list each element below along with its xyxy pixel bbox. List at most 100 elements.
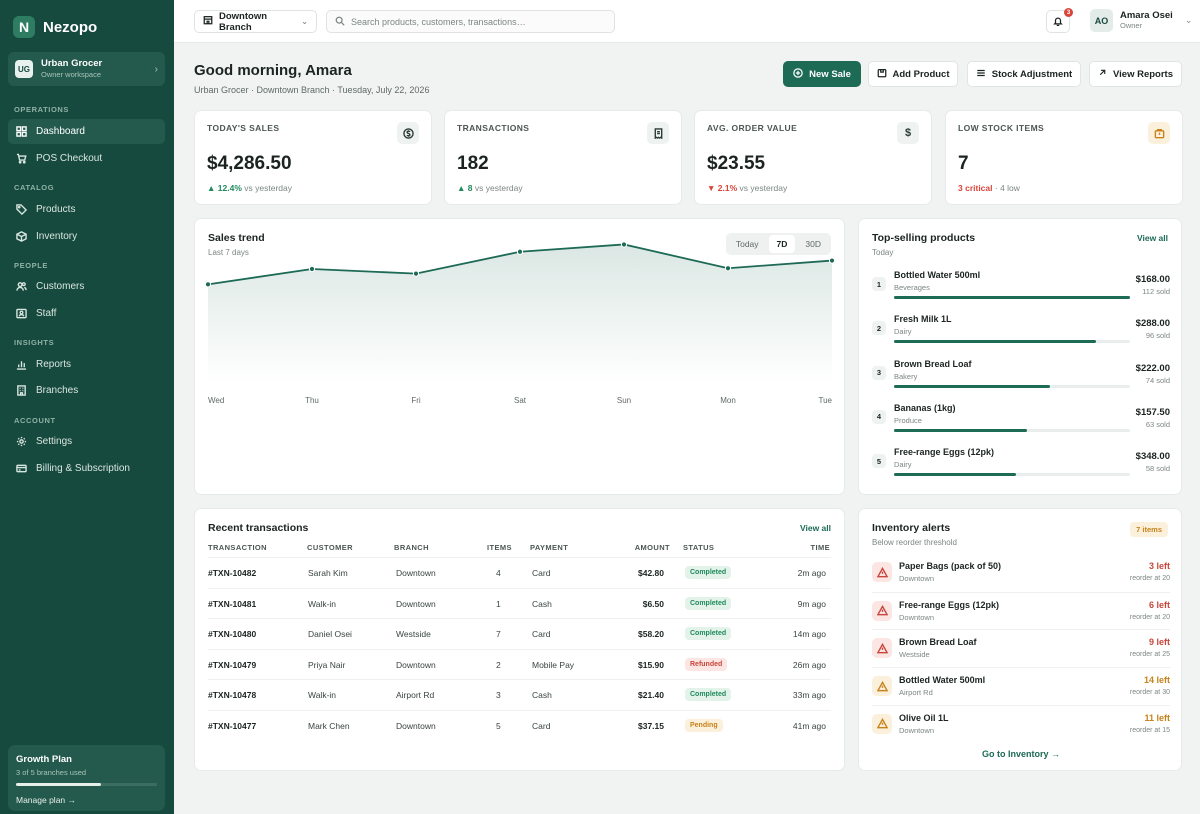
kpi-card-todays-sales: TODAY'S SALES $4,286.50 ▲ 12.4% vs yeste… (194, 110, 432, 205)
time-ago: 9m ago (797, 598, 826, 609)
workspace-switcher[interactable]: UG Urban Grocer Owner workspace › (8, 52, 165, 86)
column-header[interactable]: TRANSACTION (208, 543, 267, 552)
list-item[interactable]: Olive Oil 1L Downtown 11 left reorder at 15 (872, 704, 1170, 742)
x-tick-label: Fri (411, 396, 421, 405)
sidebar-item-billing[interactable]: Billing & Subscription (8, 456, 165, 481)
top-products-card: Top-selling products Today View all 1 Bot… (858, 218, 1182, 495)
column-header[interactable]: AMOUNT (634, 543, 670, 552)
cart-icon (16, 153, 27, 164)
list-item[interactable]: 5 Free-range Eggs (12pk) Dairy $348.00 58 so… (872, 447, 1170, 487)
branch-selector[interactable]: Downtown Branch ⌄ (194, 10, 317, 33)
notification-count-badge: 3 (1064, 8, 1073, 17)
branch-name: Downtown (396, 598, 436, 609)
brand-name: Nezopo (43, 18, 98, 36)
sidebar-item-products[interactable]: Products (8, 197, 165, 222)
data-point[interactable] (828, 257, 836, 264)
sidebar-item-dashboard[interactable]: Dashboard (8, 119, 165, 144)
inventory-alerts-title: Inventory alerts (872, 522, 951, 534)
arrow-up-right-icon (1098, 68, 1107, 80)
kpi-card-low-stock: LOW STOCK ITEMS 7 3 critical · 4 low (945, 110, 1183, 205)
list-item[interactable]: Bottled Water 500ml Airport Rd 14 left reor… (872, 667, 1170, 704)
sidebar-item-settings[interactable]: Settings (8, 429, 165, 454)
sidebar-item-pos-checkout[interactable]: POS Checkout (8, 146, 165, 171)
amount: $15.90 (638, 659, 664, 670)
data-point[interactable] (412, 270, 420, 277)
time-ago: 14m ago (792, 629, 826, 639)
list-item[interactable]: Free-range Eggs (12pk) Downtown 6 left reor… (872, 591, 1170, 629)
table-row[interactable]: #TXN-10482 Sarah Kim Downtown 4 Card $42.80 2m… (208, 557, 831, 587)
sales-trend-chart: Wed Thu Fri Sat Sun Mon Tue (204, 241, 836, 405)
workspace-avatar: UG (15, 60, 33, 78)
alert-location: Downtown (899, 612, 935, 622)
product-category: Produce (894, 415, 922, 425)
customer-name: Sarah Kim (308, 568, 348, 578)
search-box[interactable] (326, 10, 615, 33)
kpi-label: LOW STOCK ITEMS (958, 123, 1045, 133)
table-row[interactable]: #TXN-10478 Walk-in Airport Rd 3 Cash $21.40 33… (208, 679, 831, 709)
sidebar-item-staff[interactable]: Staff (8, 301, 165, 326)
page-subtitle: Urban Grocer · Downtown Branch · Tuesday… (194, 85, 430, 95)
transactions-view-all-link[interactable]: View all (799, 523, 831, 533)
list-item[interactable]: 1 Bottled Water 500ml Beverages $168.00 112 … (872, 270, 1170, 310)
alert-product-name: Free-range Eggs (12pk) (899, 599, 1000, 610)
column-header[interactable]: ITEMS (487, 543, 512, 552)
data-point[interactable] (516, 248, 524, 255)
column-header[interactable]: CUSTOMER (307, 543, 353, 552)
brand[interactable]: N Nezopo (13, 16, 97, 38)
plan-usage: 3 of 5 branches used (16, 768, 87, 777)
warning-triangle-icon (872, 713, 892, 734)
table-row[interactable]: #TXN-10481 Walk-in Downtown 1 Cash $6.50 9m ag… (208, 587, 831, 618)
product-units-sold: 63 sold (1145, 419, 1170, 429)
column-header[interactable]: BRANCH (394, 543, 429, 552)
range-7d[interactable]: 7D (768, 235, 796, 253)
data-point[interactable] (724, 265, 732, 272)
sidebar-item-inventory[interactable]: Inventory (8, 224, 165, 249)
view-reports-button[interactable]: View Reports (1089, 61, 1182, 87)
add-product-button[interactable]: Add Product (868, 61, 958, 87)
range-today[interactable]: Today (735, 239, 759, 249)
range-30d[interactable]: 30D (805, 239, 821, 249)
product-units-sold: 112 sold (1142, 287, 1170, 296)
product-name: Free-range Eggs (12pk) (894, 447, 995, 458)
column-header[interactable]: TIME (810, 543, 830, 552)
list-item[interactable]: 2 Fresh Milk 1L Dairy $288.00 96 sold (872, 314, 1170, 354)
search-input[interactable] (351, 16, 601, 27)
brand-logo: N (13, 16, 35, 38)
table-row[interactable]: #TXN-10479 Priya Nair Downtown 2 Mobile Pay $… (208, 648, 831, 679)
top-products-title: Top-selling products (872, 232, 976, 244)
dollar-circle-icon (397, 122, 419, 144)
list-item[interactable]: 3 Brown Bread Loaf Bakery $222.00 74 sold (872, 359, 1170, 399)
sales-share-fill (894, 473, 1017, 477)
alert-product-name: Olive Oil 1L (899, 712, 949, 723)
go-to-inventory-link[interactable]: Go to Inventory → (981, 749, 1060, 759)
data-point[interactable] (620, 241, 628, 248)
nav-section-account: ACCOUNT (14, 416, 56, 425)
sidebar-item-reports[interactable]: Reports (8, 352, 165, 377)
data-point[interactable] (308, 265, 316, 273)
list-item[interactable]: 4 Bananas (1kg) Produce $157.50 63 sold (872, 403, 1170, 443)
table-row[interactable]: #TXN-10480 Daniel Osei Westside 7 Card $58.20… (208, 618, 831, 648)
product-revenue: $222.00 (1135, 362, 1170, 374)
table-row[interactable]: #TXN-10477 Mark Chen Downtown 5 Card $37.15 41… (208, 709, 831, 740)
user-menu[interactable]: AO Amara Osei Owner ⌄ (1090, 9, 1192, 32)
nav-section-catalog: CATALOG (14, 183, 55, 192)
product-rank: 1 (872, 277, 886, 291)
new-sale-button[interactable]: New Sale (783, 61, 861, 87)
gear-icon (16, 436, 27, 447)
status-badge: Completed (685, 688, 732, 701)
branch-name: Airport Rd (396, 690, 435, 700)
list-item[interactable]: Paper Bags (pack of 50) Downtown 3 left reo… (872, 554, 1170, 591)
list-item[interactable]: Brown Bread Loaf Westside 9 left reorder at… (872, 629, 1170, 666)
top-products-view-all-link[interactable]: View all (1136, 233, 1168, 243)
data-point[interactable] (204, 281, 212, 288)
sidebar-item-branches[interactable]: Branches (8, 378, 165, 403)
notifications-button[interactable]: 3 (1046, 8, 1073, 33)
sidebar-item-label: Dashboard (36, 126, 85, 137)
manage-plan-link[interactable]: Manage plan → (16, 795, 77, 805)
column-header[interactable]: STATUS (683, 543, 715, 552)
status-badge: Completed (685, 566, 732, 579)
stock-adjustment-button[interactable]: Stock Adjustment (967, 61, 1081, 87)
sidebar-item-customers[interactable]: Customers (8, 274, 165, 299)
column-header[interactable]: PAYMENT (530, 543, 569, 552)
amount: $42.80 (638, 568, 664, 578)
